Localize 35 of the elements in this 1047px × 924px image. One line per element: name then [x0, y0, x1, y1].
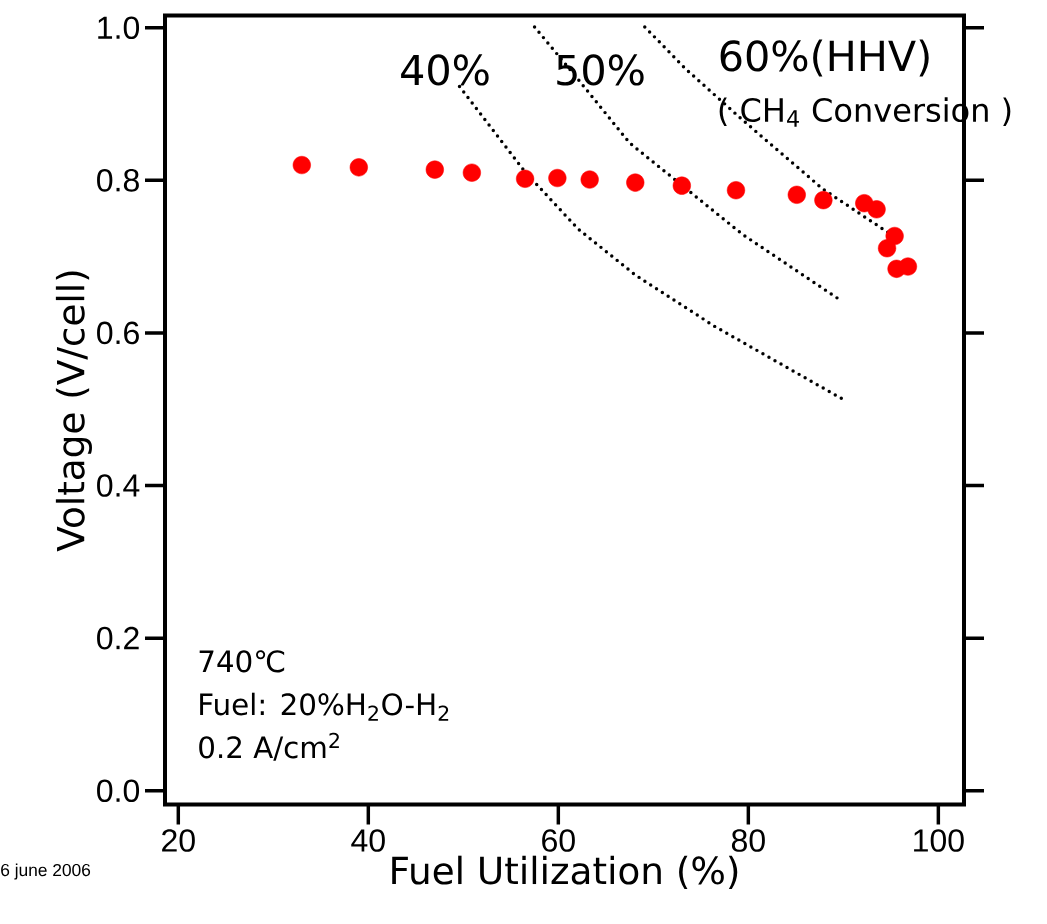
point: [292, 155, 311, 175]
point: [462, 163, 481, 182]
text: 6 june 2006: [1, 863, 91, 880]
annotation: 740℃: [199, 650, 285, 673]
point: [349, 158, 368, 177]
point: [787, 185, 806, 204]
point: [867, 200, 886, 219]
point: [898, 257, 918, 276]
x-tick-label: 80: [731, 829, 765, 852]
point: [580, 170, 599, 189]
y-tick-label: 0.8: [97, 169, 139, 192]
annotation: 0.2 A/cm$^{2}$: [199, 732, 339, 761]
point: [516, 169, 535, 188]
point: [877, 239, 897, 258]
annotation: Fuel: 20%H$_{2}$O-H$_{2}$: [200, 692, 449, 721]
point: [672, 176, 691, 195]
annotation: 60%(HHV): [720, 39, 929, 77]
y-tick-label: 0.0: [97, 779, 140, 803]
point: [814, 191, 833, 210]
annotation: 40%: [401, 54, 489, 86]
x-tick-label: 20: [162, 829, 195, 852]
y-axis-title: Voltage (V/cell): [55, 271, 92, 552]
x-axis-title: Fuel Utilization (%): [392, 855, 738, 889]
y-tick-label: 1.0: [98, 16, 140, 40]
point: [626, 173, 645, 192]
y-tick-label: 0.4: [97, 474, 140, 497]
point: [726, 181, 746, 200]
point: [425, 160, 444, 179]
x-tick-label: 60: [542, 829, 575, 852]
y-tick-label: 0.6: [97, 321, 139, 345]
x-tick-label: 100: [914, 829, 964, 852]
y-tick-label: 0.2: [97, 626, 139, 650]
annotation: 50%: [557, 54, 644, 86]
point: [548, 168, 567, 188]
x-tick-label: 40: [351, 829, 385, 852]
